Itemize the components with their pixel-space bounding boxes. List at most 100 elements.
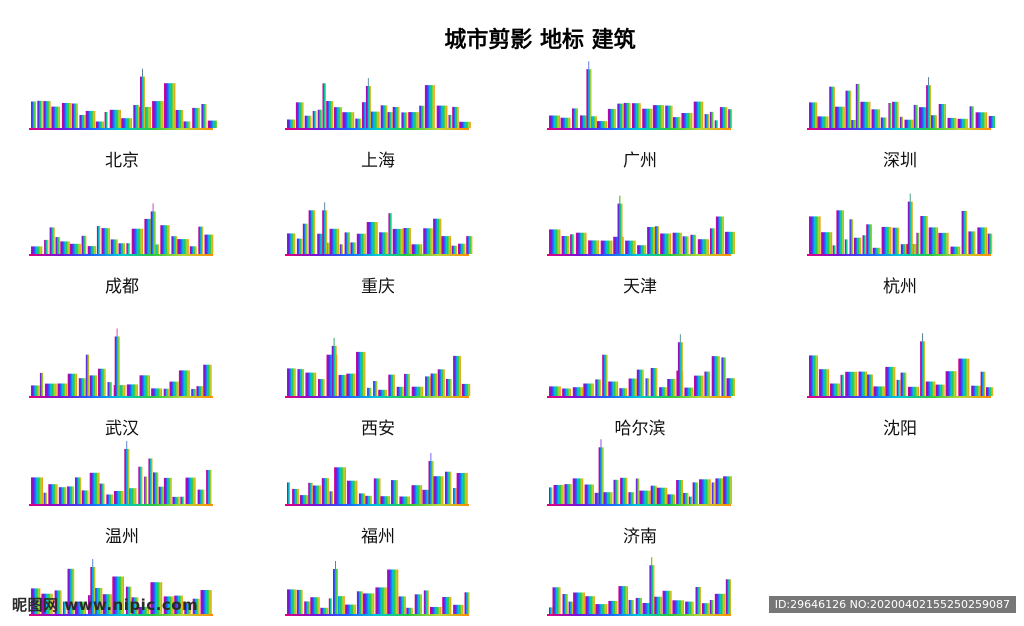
building [709, 111, 714, 128]
building [373, 478, 381, 504]
building [453, 488, 457, 504]
city-skyline [807, 333, 994, 398]
building [356, 233, 366, 254]
building [849, 219, 854, 254]
building [180, 496, 185, 504]
city-card-beijing[interactable]: 北京 [22, 60, 222, 171]
building [54, 590, 62, 614]
spire [333, 337, 335, 346]
ground-line [29, 128, 213, 130]
building [430, 373, 438, 396]
building [151, 388, 163, 396]
city-skyline [285, 561, 470, 616]
building [561, 236, 570, 254]
building [203, 364, 212, 396]
city-card-row5-3[interactable] [540, 546, 740, 616]
building [920, 216, 928, 254]
building [711, 356, 720, 396]
building [287, 119, 295, 128]
city-card-row5-2[interactable] [278, 546, 478, 616]
building [133, 105, 140, 128]
building [305, 372, 317, 396]
city-skyline [29, 203, 214, 256]
building [184, 603, 192, 614]
ground-line [547, 128, 731, 130]
city-skyline [29, 328, 213, 398]
building [79, 115, 86, 128]
building [191, 389, 197, 396]
city-card-wenzhou[interactable]: 温州 [22, 436, 222, 547]
building [845, 90, 852, 128]
building [980, 371, 986, 396]
skyline-buildings [29, 203, 214, 256]
city-card-guangzhou[interactable]: 广州 [540, 60, 740, 171]
skyscraper-icon [90, 567, 96, 614]
city-card-chengdu[interactable]: 成都 [22, 186, 222, 297]
building [118, 243, 125, 254]
building [549, 607, 553, 614]
skyscraper-icon [322, 210, 328, 254]
city-card-wuhan[interactable]: 武汉 [22, 328, 222, 439]
building [656, 487, 668, 504]
building [67, 373, 78, 396]
building [329, 491, 333, 504]
building [684, 387, 694, 396]
ground-line [29, 396, 213, 398]
building [549, 115, 561, 128]
building [829, 86, 835, 128]
building [339, 244, 343, 254]
city-card-jinan[interactable]: 济南 [540, 436, 740, 547]
building [704, 114, 710, 128]
building [453, 355, 461, 396]
building [549, 386, 561, 396]
building [584, 484, 594, 504]
building [425, 376, 431, 396]
city-card-hangzhou[interactable]: 杭州 [800, 186, 1000, 297]
building [945, 371, 957, 396]
spire [588, 61, 590, 70]
skyline-buildings [547, 61, 733, 130]
building [322, 83, 326, 128]
building [334, 467, 346, 504]
building [672, 600, 684, 614]
building [636, 369, 644, 396]
building [62, 601, 67, 614]
city-card-xian[interactable]: 西安 [278, 328, 478, 439]
city-card-shenzhen[interactable]: 深圳 [800, 60, 1000, 171]
skyscraper-icon [598, 447, 604, 504]
building [163, 388, 169, 396]
city-card-chongqing[interactable]: 重庆 [278, 186, 478, 297]
building [845, 371, 858, 396]
building [81, 235, 87, 254]
city-label: 北京 [105, 151, 139, 171]
city-card-harbin[interactable]: 哈尔滨 [540, 328, 740, 439]
city-card-tianjin[interactable]: 天津 [540, 186, 740, 297]
building [585, 596, 595, 614]
building [388, 374, 395, 396]
building [398, 596, 406, 614]
building [81, 490, 89, 504]
building [650, 485, 657, 504]
skyline-buildings [29, 559, 213, 616]
building [693, 101, 704, 128]
spire [367, 78, 369, 86]
skyline-buildings [547, 557, 731, 616]
city-card-shenyang[interactable]: 沈阳 [800, 328, 1000, 439]
building [287, 368, 296, 396]
city-card-shanghai[interactable]: 上海 [278, 60, 478, 171]
building [725, 579, 731, 614]
building [367, 387, 372, 396]
city-card-fuzhou[interactable]: 福州 [278, 436, 478, 547]
building [971, 385, 981, 396]
building [711, 482, 715, 504]
skyline-buildings [807, 193, 993, 256]
city-card-row5-1[interactable] [22, 546, 222, 616]
spire [922, 333, 924, 342]
building [573, 592, 585, 614]
city-label: 上海 [361, 151, 395, 171]
skyline-buildings [29, 68, 217, 130]
building [373, 381, 378, 396]
building [71, 103, 78, 128]
building [818, 369, 829, 396]
building [650, 368, 658, 396]
